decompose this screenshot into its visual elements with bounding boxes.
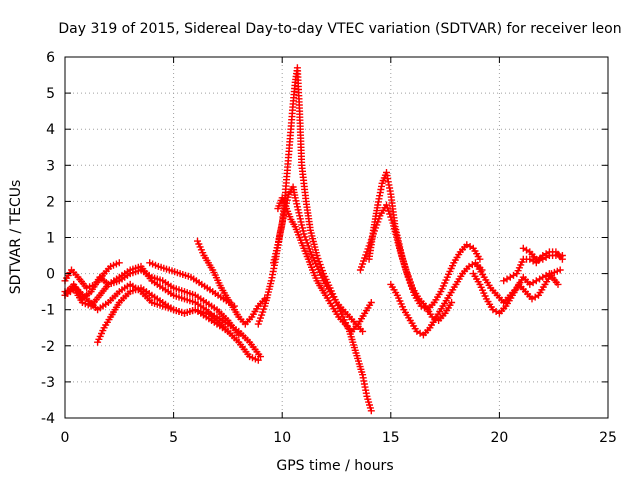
chart-title: Day 319 of 2015, Sidereal Day-to-day VTE… <box>58 21 621 37</box>
y-tick-label: 1 <box>46 231 55 247</box>
x-axis-title: GPS time / hours <box>276 458 393 474</box>
series-line <box>277 196 372 333</box>
data-series-arc-7 <box>194 237 269 328</box>
data-point-marker <box>115 259 123 267</box>
data-series-arc-5 <box>94 284 262 364</box>
data-point-marker <box>367 299 375 306</box>
data-series-arc-12 <box>356 201 456 324</box>
data-series-arc-10 <box>274 194 375 335</box>
plot-frame <box>64 56 609 419</box>
data-series-arc-4 <box>61 280 264 361</box>
x-tick-label: 25 <box>599 430 617 446</box>
data-series-arc-15 <box>469 266 564 317</box>
data-point-marker <box>374 218 382 226</box>
data-point-marker <box>367 407 375 415</box>
data-series-arc-17 <box>519 244 566 263</box>
series-line <box>272 67 372 411</box>
x-tick-label: 10 <box>273 430 291 446</box>
y-tick-label: -1 <box>41 303 55 319</box>
data-point-marker <box>257 353 264 361</box>
y-tick-label: 5 <box>46 86 55 102</box>
data-point-marker <box>558 252 566 259</box>
x-tick-label: 15 <box>382 430 400 446</box>
y-tick-label: 4 <box>46 122 55 138</box>
data-point-marker <box>556 266 564 274</box>
data-series-arc-11 <box>365 169 484 314</box>
y-tick-label: -2 <box>41 339 55 355</box>
x-tick-label: 5 <box>169 430 178 446</box>
tick-layer: 0 5 10 15 20 25 -4 -3 -2 -1 0 1 2 3 4 5 6 <box>41 50 617 446</box>
grid-layer <box>65 57 608 418</box>
y-tick-label: 0 <box>46 267 55 283</box>
y-tick-label: 2 <box>46 194 55 210</box>
data-point-marker <box>387 213 395 221</box>
data-layer <box>61 64 566 415</box>
y-tick-label: -4 <box>41 411 55 427</box>
data-point-marker <box>313 252 321 259</box>
data-series-arc-16 <box>500 248 566 285</box>
y-tick-label: 6 <box>46 50 55 66</box>
y-axis-title: SDTVAR / TECUs <box>8 180 24 295</box>
data-point-marker <box>476 255 484 263</box>
y-tick-label: -3 <box>41 375 55 391</box>
data-point-marker <box>554 280 562 288</box>
data-point-marker <box>361 254 369 262</box>
data-series-arc-13 <box>387 259 486 339</box>
x-tick-label: 20 <box>490 430 508 446</box>
data-series-arc-9 <box>270 64 375 415</box>
data-point-marker <box>448 299 456 306</box>
series-line <box>368 170 481 311</box>
y-tick-label: 3 <box>46 158 55 174</box>
data-series-arc-6 <box>146 259 238 310</box>
x-tick-label: 0 <box>61 430 70 446</box>
data-point-marker <box>254 356 262 364</box>
data-point-marker <box>359 327 367 335</box>
